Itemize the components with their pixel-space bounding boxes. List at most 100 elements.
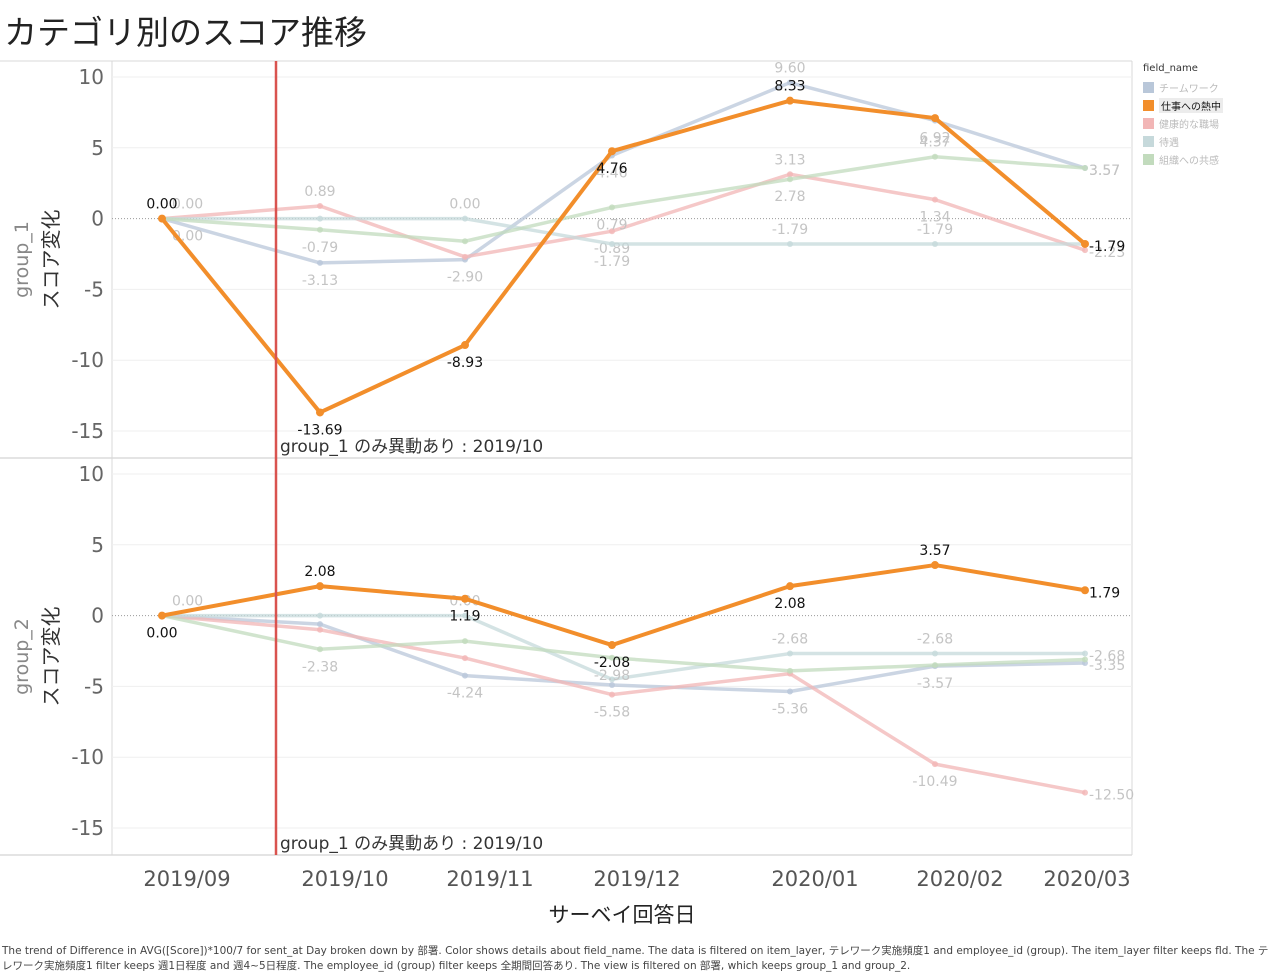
- data-point: [1082, 789, 1088, 796]
- x-tick-label: 2019/10: [301, 867, 388, 891]
- data-point: [316, 408, 324, 417]
- legend-item-label: 待遇: [1159, 137, 1179, 149]
- data-point: [787, 650, 793, 657]
- legend[interactable]: field_name チームワーク 仕事への熱中 健康的な職場 待遇 組織への共…: [1143, 63, 1223, 168]
- legend-swatch: [1143, 99, 1154, 111]
- data-point: [787, 240, 793, 247]
- data-point: [932, 662, 938, 669]
- event-annotation: group_1 のみ異動あり : 2019/10: [280, 437, 543, 457]
- data-point: [787, 688, 793, 695]
- data-label: 0.00: [172, 197, 203, 213]
- x-tick-label: 2020/03: [1043, 867, 1130, 891]
- legend-item-teamwork[interactable]: チームワーク: [1143, 78, 1223, 96]
- data-label: -8.93: [447, 355, 483, 371]
- legend-title: field_name: [1143, 63, 1198, 74]
- data-label: 1.34: [919, 210, 950, 226]
- data-point: [316, 582, 324, 591]
- y-tick-label: 0: [91, 604, 104, 628]
- y-tick-label: -10: [71, 348, 104, 372]
- y-axis-title: スコア変化: [39, 210, 63, 310]
- data-point: [1081, 239, 1089, 248]
- data-point: [317, 612, 323, 619]
- data-label: -2.90: [447, 270, 483, 286]
- data-point: [158, 214, 166, 223]
- legend-item-healthy-workplace[interactable]: 健康的な職場: [1143, 114, 1223, 132]
- data-label: -1.79: [917, 222, 953, 238]
- data-label: 4.76: [596, 161, 627, 177]
- data-label: -2.08: [594, 655, 630, 671]
- data-label: 2.08: [304, 564, 335, 580]
- data-label: 3.57: [919, 543, 950, 559]
- data-point: [317, 259, 323, 266]
- data-label: 0.89: [304, 184, 335, 200]
- y-tick-label: 5: [91, 136, 104, 160]
- data-label: -2.68: [772, 632, 808, 648]
- legend-item-compensation[interactable]: 待遇: [1143, 132, 1223, 150]
- y-tick-label: 10: [79, 462, 104, 486]
- data-label: -0.79: [302, 240, 338, 256]
- data-label: -5.36: [772, 701, 808, 717]
- data-label: -3.13: [302, 273, 338, 289]
- data-point: [317, 226, 323, 233]
- data-point: [158, 611, 166, 620]
- data-label: -5.58: [594, 705, 630, 721]
- data-point: [609, 681, 615, 688]
- data-label: 3.13: [774, 152, 805, 168]
- y-tick-label: 0: [91, 207, 104, 231]
- data-point: [462, 655, 468, 662]
- y-axis-group-label: group_1: [11, 221, 33, 298]
- data-point: [461, 594, 469, 603]
- data-label: 1.19: [449, 609, 480, 625]
- data-point: [462, 253, 468, 260]
- data-label: -1.79: [1089, 239, 1125, 255]
- data-point: [932, 761, 938, 768]
- data-point: [462, 672, 468, 679]
- legend-swatch: [1143, 135, 1154, 147]
- data-point: [608, 147, 616, 156]
- data-label: -2.98: [594, 668, 630, 684]
- data-point: [1081, 586, 1089, 595]
- data-label: 0.00: [449, 197, 480, 213]
- data-label: 3.57: [1089, 163, 1120, 179]
- chart-canvas: 10 5 0 -5 -10 -15 group_1 スコア変化 group_1 のみ異動あり :…: [0, 60, 1134, 927]
- data-label: -10.49: [912, 774, 957, 790]
- data-label: 2.78: [774, 189, 805, 205]
- data-label: 2.08: [774, 596, 805, 612]
- legend-swatch: [1143, 117, 1154, 129]
- y-axis-title: スコア変化: [39, 607, 63, 707]
- data-label: -2.38: [302, 659, 338, 675]
- data-label: -13.69: [297, 422, 342, 438]
- data-point: [462, 612, 468, 619]
- legend-swatch: [1143, 153, 1154, 165]
- data-point: [317, 215, 323, 222]
- x-tick-label: 2020/02: [916, 867, 1003, 891]
- data-point: [932, 153, 938, 160]
- data-label: -2.68: [1089, 649, 1125, 665]
- data-point: [609, 691, 615, 698]
- data-point: [317, 626, 323, 633]
- legend-item-engagement[interactable]: 仕事への熱中: [1143, 96, 1223, 114]
- data-point: [787, 79, 793, 86]
- legend-item-org-empathy[interactable]: 組織への共感: [1143, 150, 1223, 168]
- data-point: [932, 650, 938, 657]
- data-point: [609, 240, 615, 247]
- y-tick-label: -5: [84, 277, 104, 301]
- data-point: [931, 561, 939, 570]
- data-label: -1.79: [594, 254, 630, 270]
- y-tick-label: -15: [71, 816, 104, 840]
- x-tick-label: 2019/09: [143, 867, 230, 891]
- x-axis-title: サーベイ回答日: [549, 903, 696, 927]
- chart-caption: The trend of Difference in AVG([Score])*…: [2, 945, 1269, 972]
- data-point: [317, 202, 323, 209]
- data-point: [462, 215, 468, 222]
- data-point: [461, 341, 469, 350]
- data-point: [608, 641, 616, 650]
- data-point: [786, 582, 794, 591]
- data-point: [932, 240, 938, 247]
- y-tick-label: -5: [84, 674, 104, 698]
- legend-item-label: 組織への共感: [1159, 155, 1219, 167]
- legend-swatch: [1143, 81, 1154, 93]
- data-point: [609, 654, 615, 661]
- data-point: [609, 204, 615, 211]
- data-label: -3.57: [917, 676, 953, 692]
